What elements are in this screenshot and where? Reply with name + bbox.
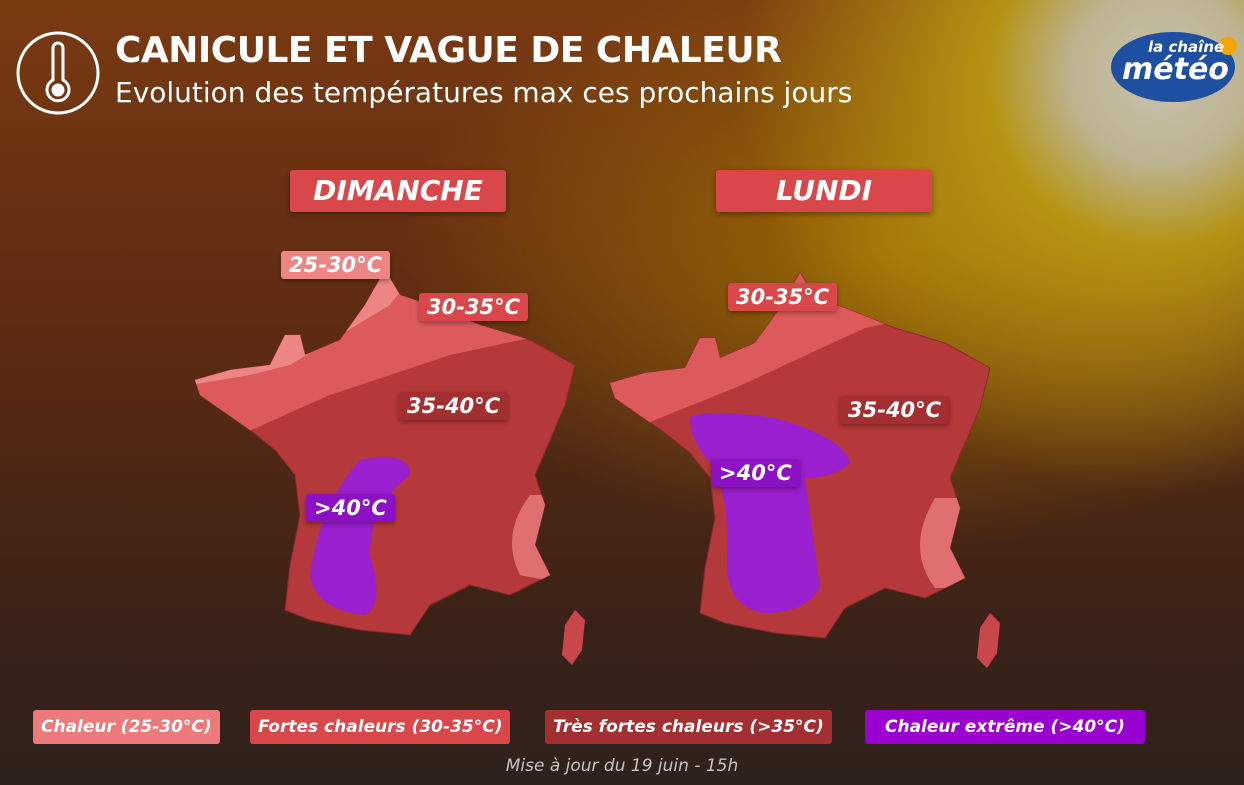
title: CANICULE ET VAGUE DE CHALEUR [115,30,782,71]
logo-main: météo [1122,52,1229,87]
day-title: DIMANCHE [290,170,506,212]
footer-note: Mise à jour du 19 juin - 15h [505,756,739,776]
legend-item: Très fortes chaleurs (>35°C) [545,710,832,744]
zone-label: 35-40°C [840,396,950,424]
thermometer-icon [16,31,100,115]
day-title: LUNDI [716,170,932,212]
legend-item: Fortes chaleurs (30-35°C) [250,710,511,744]
zone-label: 25-30°C [281,251,391,279]
logo-top: la chaîne [1148,38,1225,56]
logo-dot [1219,37,1237,55]
map-dimanche [194,269,585,665]
zone-label: >40°C [306,494,395,522]
zone-label: >40°C [711,459,800,487]
zone-label: 35-40°C [399,392,509,420]
legend-item: Chaleur (25-30°C) [33,710,220,744]
map-lundi [609,272,1000,668]
zone-label: 30-35°C [419,293,529,321]
legend-item: Chaleur extrême (>40°C) [865,710,1145,744]
logo-badge [1111,32,1235,102]
zone-label: 30-35°C [728,283,838,311]
subtitle: Evolution des températures max ces proch… [115,76,853,109]
